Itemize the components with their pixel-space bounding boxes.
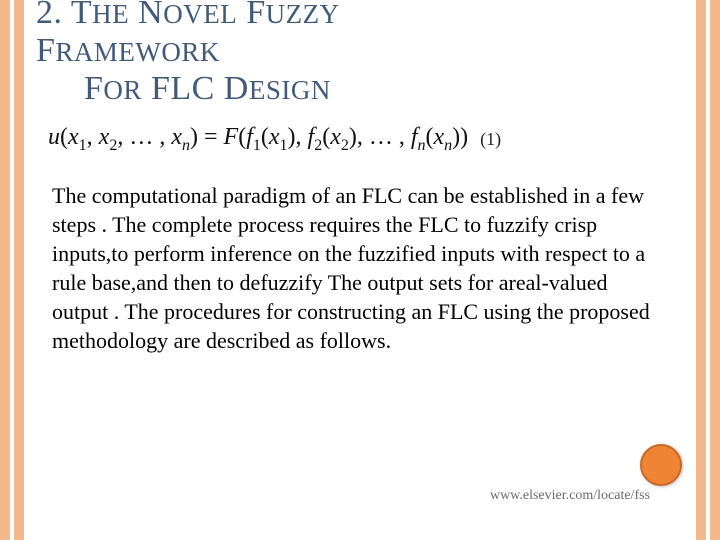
eq-open2: ( xyxy=(238,124,246,150)
eq-x1: x xyxy=(68,124,79,150)
eq-open1: ( xyxy=(60,124,68,150)
eq-e1: , … , xyxy=(117,124,171,150)
title-line-2: FRAMEWORK xyxy=(36,32,684,70)
t1e: F xyxy=(237,0,265,31)
eq-close2: ) xyxy=(460,124,468,150)
eq-fs2: 2 xyxy=(314,137,322,154)
right-stripe-outer xyxy=(710,0,720,540)
eq-fx2: x xyxy=(330,124,341,150)
eq-fsn: n xyxy=(418,137,426,154)
eq-sn: n xyxy=(182,137,190,154)
eq-close3: ) xyxy=(288,124,296,150)
equation-number: (1) xyxy=(480,129,501,150)
equation: u(x1, x2, … , xn) = F(f1(x1), f2(x2), … … xyxy=(48,124,468,155)
body-paragraph: The computational paradigm of an FLC can… xyxy=(36,181,684,355)
title-line-1: 2. THE NOVEL FUZZY xyxy=(36,0,684,32)
eq-x2: x xyxy=(99,124,110,150)
t3a: F xyxy=(84,70,103,107)
eq-xn: x xyxy=(171,124,182,150)
footer-url: www.elsevier.com/locate/fss xyxy=(490,488,650,504)
equation-row: u(x1, x2, … , xn) = F(f1(x1), f2(x2), … … xyxy=(36,124,684,155)
title-line-3: FOR FLC DESIGN xyxy=(36,70,684,108)
slide-content: 2. THE NOVEL FUZZY FRAMEWORK FOR FLC DES… xyxy=(36,0,684,355)
t2a: F xyxy=(36,32,55,69)
eq-fs1: 1 xyxy=(253,137,261,154)
eq-open3: ( xyxy=(261,124,269,150)
eq-c2: , xyxy=(296,124,308,150)
right-stripe-gap xyxy=(706,0,710,540)
t3d: ESIGN xyxy=(249,75,331,105)
left-stripe-outer xyxy=(0,0,10,540)
eq-close1: ) xyxy=(190,124,198,150)
t2b: RAMEWORK xyxy=(55,37,220,67)
eq-f1: f xyxy=(246,124,253,150)
eq-close5: ) xyxy=(452,124,460,150)
corner-circle-icon xyxy=(640,444,682,486)
eq-eq: = xyxy=(198,124,224,150)
eq-fxs2: 2 xyxy=(341,137,349,154)
eq-open5: ( xyxy=(426,124,434,150)
slide-title: 2. THE NOVEL FUZZY FRAMEWORK FOR FLC DES… xyxy=(36,0,684,108)
left-stripe-inner xyxy=(14,0,24,540)
t3c: FLC D xyxy=(142,70,249,107)
t1a: 2. T xyxy=(36,0,92,31)
eq-fxs1: 1 xyxy=(280,137,288,154)
eq-e2: , … , xyxy=(357,124,411,150)
right-stripe-inner xyxy=(696,0,706,540)
eq-fxsn: n xyxy=(444,137,452,154)
eq-open4: ( xyxy=(322,124,330,150)
eq-c1: , xyxy=(87,124,99,150)
eq-u: u xyxy=(48,124,60,150)
eq-fn: f xyxy=(411,124,418,150)
t1b: HE xyxy=(92,0,129,29)
eq-fx1: x xyxy=(269,124,280,150)
t3b: OR xyxy=(103,75,142,105)
eq-fxn: x xyxy=(434,124,445,150)
t1f: UZZY xyxy=(266,0,340,29)
t1c: N xyxy=(129,0,163,31)
eq-close4: ) xyxy=(349,124,357,150)
eq-F: F xyxy=(224,124,239,150)
t1d: OVEL xyxy=(163,0,237,29)
eq-s1: 1 xyxy=(79,137,87,154)
